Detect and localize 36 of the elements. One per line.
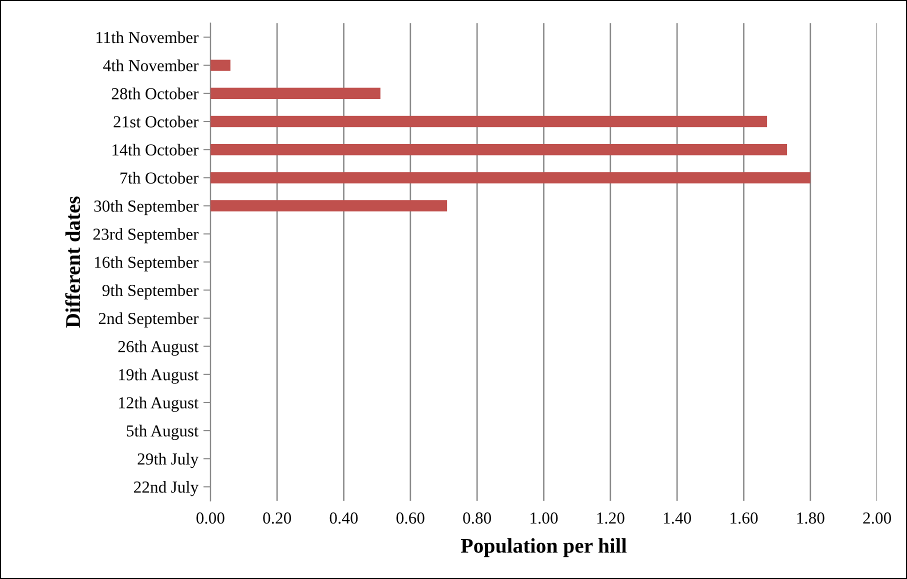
x-tick-label: 2.00 (863, 512, 892, 524)
x-tick-label: 1.80 (797, 512, 824, 524)
x-axis-title: Population per hill (460, 538, 627, 558)
y-tick-label: 26th August (118, 340, 199, 356)
y-tick-label: 2nd September (98, 312, 198, 328)
y-tick-label: 7th October (120, 172, 198, 184)
y-tick-label: 12th August (119, 396, 199, 412)
y-tick-label: 16th September (95, 256, 198, 272)
y-tick-label: 21st October (114, 116, 198, 128)
x-tick-label: 1.20 (597, 512, 624, 524)
y-tick-label: 4th November (103, 60, 198, 72)
y-tick-label: 23rd September (93, 228, 198, 244)
x-tick-label: 0.40 (330, 512, 358, 524)
x-tick-label: 1.40 (664, 512, 692, 524)
bar (210, 116, 768, 128)
x-tick-label: 1.00 (530, 512, 558, 524)
x-tick-label: 1.60 (730, 512, 758, 524)
y-tick-label: 28th October (112, 88, 198, 100)
y-axis-title: Different dates (65, 196, 80, 328)
bar (210, 88, 380, 100)
y-tick-label: 30th September (94, 200, 198, 216)
y-tick-label: 29th July (138, 452, 199, 468)
x-tick-label: 0.00 (196, 512, 224, 524)
y-tick-label: 9th September (102, 284, 198, 300)
bar (210, 60, 230, 71)
y-tick-label: 5th August (126, 424, 199, 440)
x-tick-label: 0.80 (463, 512, 492, 524)
y-tick-label: 22nd July (134, 481, 199, 496)
y-tick-label: 19th August (119, 368, 199, 384)
x-tick-label: 0.60 (396, 512, 424, 524)
bar (210, 144, 788, 156)
y-tick-label: 11th November (96, 31, 198, 44)
bar (210, 200, 448, 212)
y-tick-label: 14th October (112, 144, 198, 156)
x-tick-label: 0.20 (263, 512, 292, 524)
bar (210, 172, 810, 184)
